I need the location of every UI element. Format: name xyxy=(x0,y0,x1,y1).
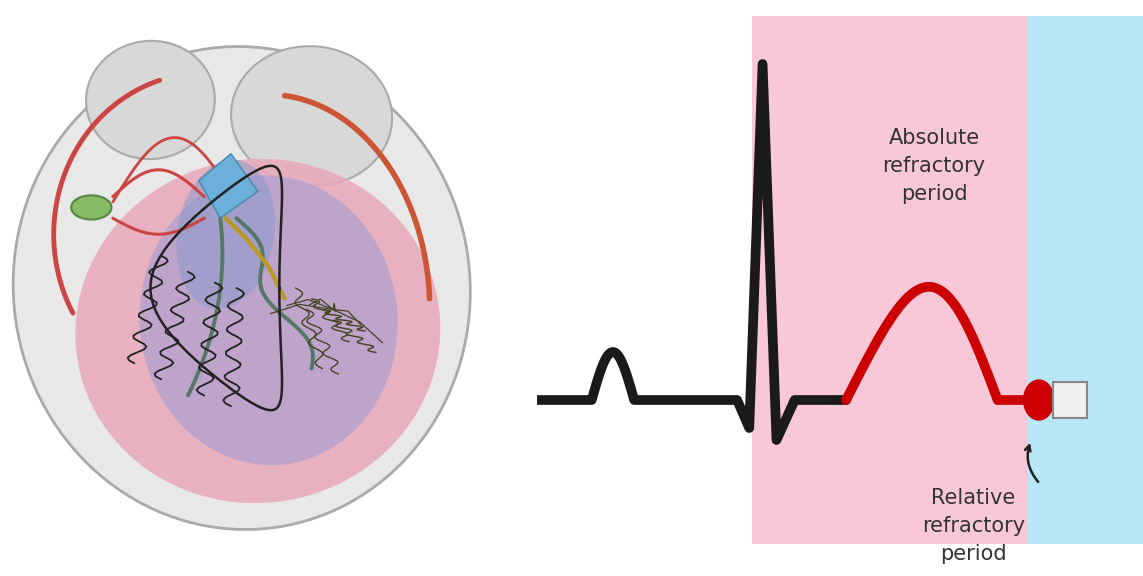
Bar xyxy=(752,16,1028,544)
Polygon shape xyxy=(199,154,258,218)
Circle shape xyxy=(1024,380,1054,420)
Ellipse shape xyxy=(86,41,215,159)
Text: Relative
refractory
period: Relative refractory period xyxy=(921,488,1025,564)
Ellipse shape xyxy=(71,195,112,219)
Ellipse shape xyxy=(14,47,470,529)
Ellipse shape xyxy=(231,46,392,186)
Ellipse shape xyxy=(139,175,398,465)
Bar xyxy=(1028,16,1143,544)
Ellipse shape xyxy=(75,159,440,503)
Bar xyxy=(1054,382,1087,418)
Text: Absolute
refractory
period: Absolute refractory period xyxy=(882,128,985,204)
Ellipse shape xyxy=(176,160,275,309)
